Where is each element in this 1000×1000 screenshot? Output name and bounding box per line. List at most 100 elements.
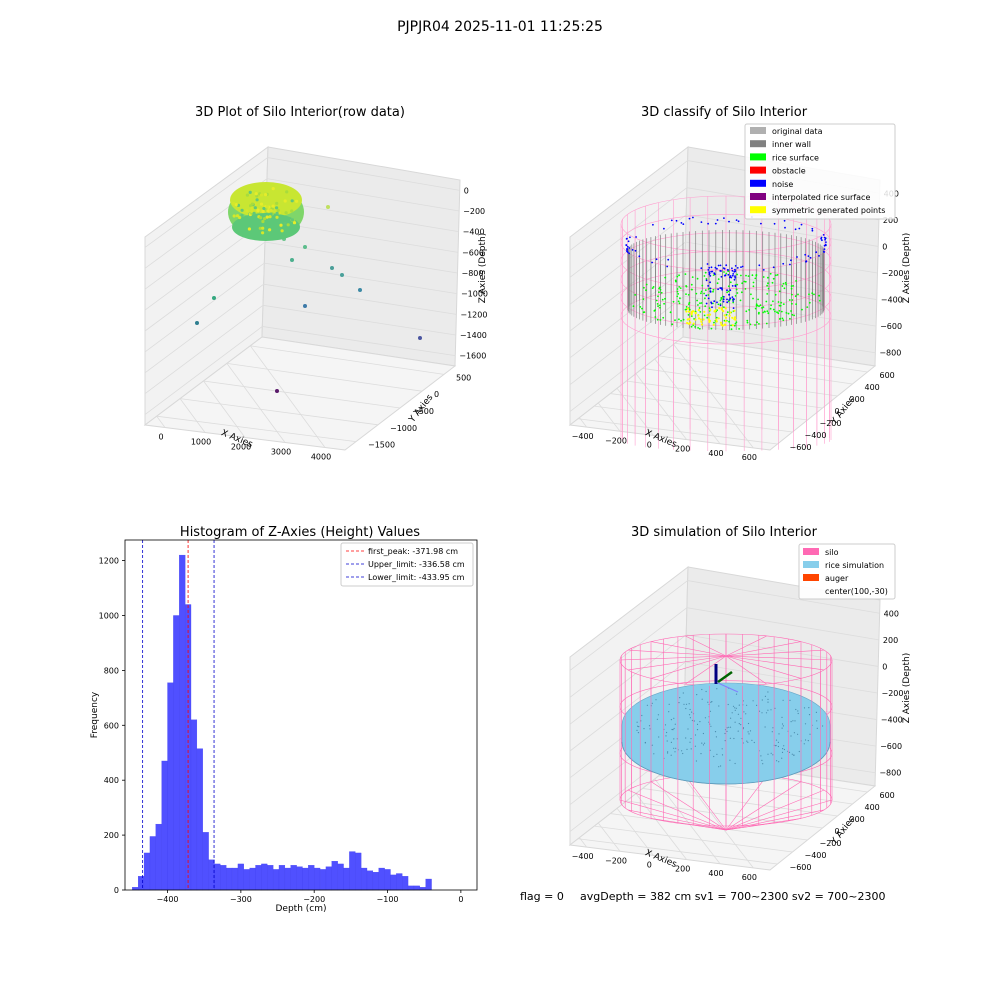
noise-point [700,221,703,224]
noise-point [815,251,818,254]
z-tick-label: −1400 [460,331,487,340]
rice-sim-point [729,726,732,728]
y-tick-label: −400 [805,431,827,440]
rice-sim-point [668,711,670,713]
gridline-z [144,262,458,353]
histogram-bar [226,867,233,891]
histogram-bar [284,867,291,891]
rice-surface-point [728,320,730,323]
rice-sim-point [791,753,793,755]
rice-sim-point [746,704,748,706]
back-right-pane [261,146,461,367]
rice-surface-point [790,285,793,287]
noise-point [762,269,765,271]
rice-surface-point [818,294,821,297]
rice-sim-point [685,737,687,739]
rice-surface-point [671,323,674,326]
rice-sim-point [727,703,729,706]
rice-cloud-point [271,187,275,191]
rice-surface-point [696,277,699,280]
noise-point [705,279,708,282]
noise-point [734,268,736,271]
rice-sim-point [774,707,776,709]
rice-surface-point [788,299,791,301]
noise-point [651,261,653,264]
symmetric-point [686,307,690,310]
rice-sim-point [781,727,783,729]
legend-swatch [750,206,766,214]
gridline-x [597,402,621,432]
noise-point [789,263,791,266]
noise-point [737,220,740,223]
rice-sim-point [683,703,685,705]
simulation-z-ticks: 400 200 0 −200 −400 −600 −800 [879,609,903,777]
noise-point [823,251,826,253]
rice-surface-point [775,274,777,277]
rice-cloud-point [284,211,288,215]
rice-sim-point [673,717,675,719]
gridline-x [156,415,166,428]
noise-point [800,223,803,226]
noise-point [707,269,710,271]
rice-surface-point [740,291,743,294]
histogram-bar [425,878,432,891]
noise-point [722,298,725,301]
histogram-bar [290,865,297,891]
legend-swatch [750,166,766,174]
histogram-bar [308,865,315,891]
rice-sim-point [696,723,699,726]
rice-surface-point [678,318,680,321]
rice-sim-point [675,747,677,749]
rice-surface-point [748,309,750,311]
noise-point [707,222,709,225]
rice-sim-point [681,750,683,752]
panel-simulation-title: 3D simulation of Silo Interior [631,525,818,540]
rice-sim-point [808,714,811,716]
noise-point [692,216,694,219]
rice-surface-point [730,324,732,327]
silo-roof-spoke [725,655,833,661]
rice-surface-point [806,306,809,308]
rice-surface-point [765,300,768,303]
rice-sim-point [694,734,697,736]
noise-point [670,219,673,222]
z-tick-label: −600 [880,322,902,331]
rice-surface-point [813,293,815,296]
rice-surface-point [690,325,693,328]
rice-sim-point [742,700,744,702]
legend-swatch [750,140,766,148]
gridline-z [144,157,460,248]
rice-surface-point [677,300,680,303]
rice-sim-point [651,744,653,746]
x-tick-label: 1000 [191,438,211,447]
legend-label: silo [825,548,839,557]
noise-point [727,269,729,271]
legend-label: inner wall [772,140,811,149]
rice-sim-point [732,705,735,707]
raw-point [303,245,307,249]
noise-point [716,219,719,221]
rice-surface-point [789,317,791,320]
symmetric-point [706,313,709,317]
gridline-z [144,304,456,394]
noise-point [798,227,801,230]
legend-label: original data [772,127,823,136]
rice-sim-point [705,690,707,693]
rice-cloud-point [261,219,265,224]
legend-swatch [803,574,819,581]
noise-point [731,269,734,272]
x-tick-label: 400 [708,449,723,458]
x-tick-label: 0 [647,440,652,449]
rice-surface-point [639,306,642,308]
x-tick-label: −300 [230,895,252,904]
rice-surface-point [680,319,682,322]
rice-sim-point [777,745,780,748]
x-tick-label: −200 [605,856,627,865]
rice-surface-point [766,293,769,295]
noise-point [730,276,733,279]
rice-surface-point [740,274,742,277]
symmetric-point [721,324,724,327]
noise-point [716,267,718,270]
auger-axis-x [717,682,739,693]
silo-floor-spoke [685,775,727,831]
